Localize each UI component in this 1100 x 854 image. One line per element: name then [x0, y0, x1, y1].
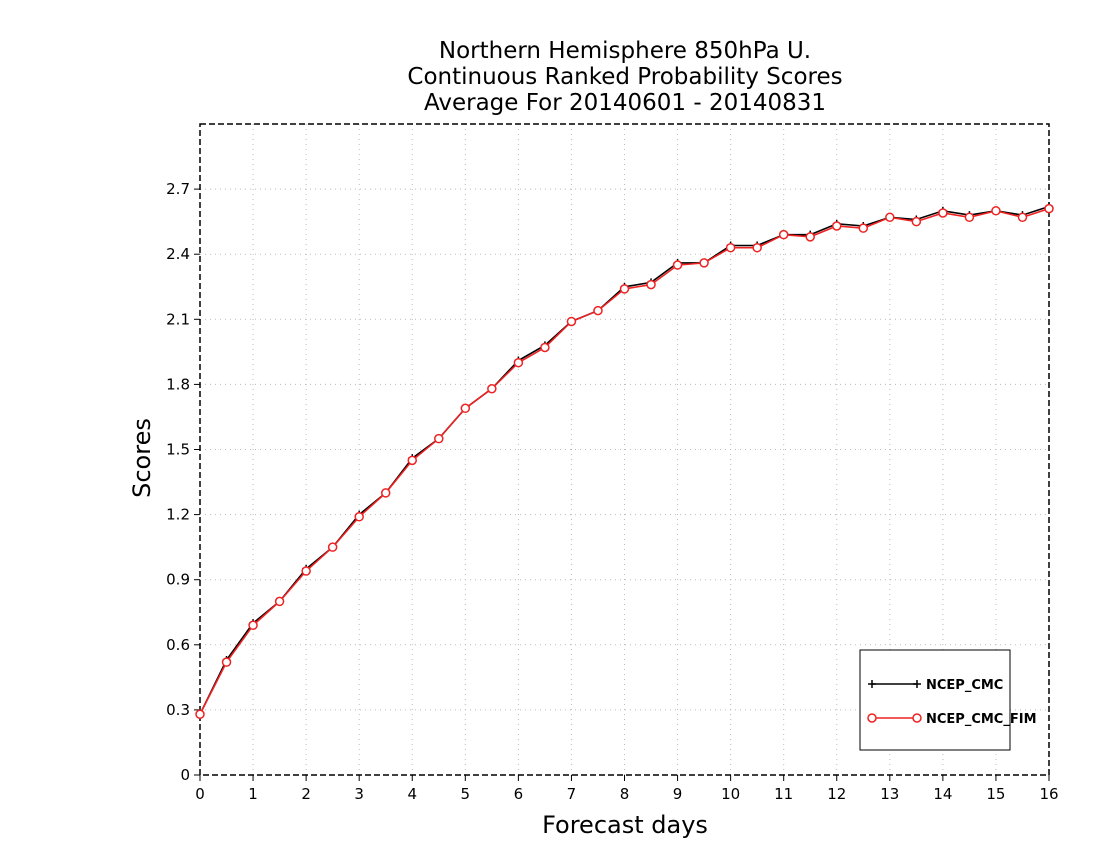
- data-point: [221, 657, 232, 667]
- x-tick-label: 0: [195, 785, 205, 803]
- y-tick-label: 1.8: [166, 375, 190, 393]
- data-point: [407, 455, 417, 466]
- data-point: [248, 620, 258, 631]
- data-point: [566, 316, 577, 327]
- data-point: [327, 542, 338, 552]
- data-point: [1044, 203, 1054, 214]
- y-tick-label: 0.3: [166, 701, 190, 719]
- data-point: [1017, 212, 1028, 223]
- y-tick-label: 0: [180, 766, 190, 784]
- legend-marker: [868, 680, 876, 688]
- chart-title-line-1: Northern Hemisphere 850hPa U.: [439, 38, 811, 64]
- x-tick-label: 2: [301, 785, 311, 803]
- data-point: [301, 566, 311, 576]
- data-point: [964, 212, 975, 223]
- data-point: [725, 242, 736, 253]
- data-point: [752, 242, 762, 253]
- data-series: [195, 202, 1054, 719]
- y-tick-label: 1.2: [166, 506, 190, 524]
- x-tick-label: 7: [567, 785, 577, 803]
- x-tick-label: 11: [774, 785, 793, 803]
- chart-legend: NCEP_CMC NCEP_CMC_FIM: [859, 649, 1037, 751]
- legend-marker: [867, 713, 877, 723]
- data-point: [938, 208, 948, 218]
- y-tick-label: 2.4: [166, 245, 190, 263]
- chart-title-line-3: Average For 20140601 - 20140831: [424, 90, 826, 116]
- x-tick-label: 6: [514, 785, 524, 803]
- data-point: [540, 342, 550, 353]
- x-tick-label: 9: [673, 785, 683, 803]
- x-tick-label: 15: [986, 785, 1005, 803]
- x-tick-label: 5: [461, 785, 471, 803]
- data-point: [593, 305, 603, 316]
- y-tick-label: 0.6: [166, 636, 190, 654]
- data-point: [832, 221, 842, 231]
- data-point: [195, 709, 205, 719]
- x-tick-label: 3: [354, 785, 364, 803]
- data-point: [487, 383, 497, 394]
- legend-marker: [913, 680, 921, 688]
- data-point: [434, 433, 444, 444]
- x-tick-label: 16: [1039, 785, 1058, 803]
- legend-label: NCEP_CMC: [926, 678, 1003, 693]
- axis-ticks: 0 1 2 3 4 5 6 7 8 9 10 11 12 13 14 15 1600.30.60.91.21.5…: [166, 180, 1058, 803]
- y-tick-label: 0.9: [166, 571, 190, 589]
- data-point: [699, 258, 709, 268]
- y-tick-label: 2.7: [166, 180, 190, 198]
- data-point: [911, 216, 922, 227]
- legend-label: NCEP_CMC_FIM: [926, 712, 1037, 727]
- x-tick-label: 1: [248, 785, 258, 803]
- data-point: [274, 596, 285, 607]
- x-tick-label: 13: [880, 785, 899, 803]
- data-point: [778, 229, 789, 240]
- grid-lines: [200, 124, 1049, 775]
- x-tick-label: 10: [721, 785, 740, 803]
- data-point: [672, 260, 683, 270]
- data-point: [380, 488, 391, 498]
- legend-marker: [912, 713, 922, 723]
- y-axis-label: Scores: [128, 418, 156, 498]
- data-point: [858, 223, 869, 233]
- y-tick-label: 1.5: [166, 441, 190, 459]
- data-point: [513, 357, 524, 368]
- x-tick-label: 12: [827, 785, 846, 803]
- data-point: [460, 403, 471, 414]
- x-tick-label: 8: [620, 785, 630, 803]
- x-tick-label: 14: [933, 785, 952, 803]
- y-tick-label: 2.1: [166, 310, 190, 328]
- x-axis-label: Forecast days: [542, 811, 708, 839]
- data-point: [354, 512, 364, 522]
- data-point: [805, 232, 815, 242]
- chart-title-line-2: Continuous Ranked Probability Scores: [407, 64, 842, 90]
- data-point: [991, 206, 1001, 216]
- x-tick-label: 4: [407, 785, 417, 803]
- series-line-ncep-cmc: [199, 205, 1050, 715]
- data-point: [619, 284, 630, 294]
- data-point: [885, 212, 895, 223]
- data-point: [646, 279, 656, 290]
- legend-box: [859, 649, 1011, 751]
